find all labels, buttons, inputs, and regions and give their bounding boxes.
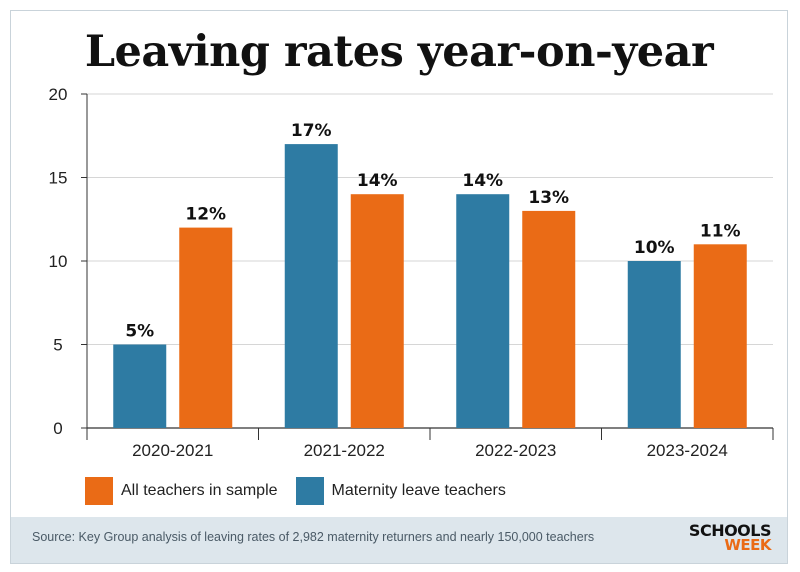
bar-chart: 0 5 10 15 20 5% 12% 2020-2021 17% 14% 2021-2022 14%… (49, 85, 774, 460)
y-tick-label-1: 5 (53, 336, 62, 355)
bar-all-teachers-2023-2024 (693, 244, 747, 428)
x-tick-label-2022-2023: 2022-2023 (475, 441, 556, 460)
footer-bar: Source: Key Group analysis of leaving ra… (11, 517, 787, 563)
x-tick-label-2021-2022: 2021-2022 (304, 441, 385, 460)
bar-maternity-2021-2022 (284, 144, 338, 428)
data-label-all-teachers-2021-2022: 14% (357, 171, 398, 191)
data-label-maternity-2021-2022: 17% (291, 121, 332, 141)
data-label-all-teachers-2023-2024: 11% (700, 221, 741, 241)
bar-maternity-2020-2021 (113, 344, 167, 428)
y-tick-label-3: 15 (49, 169, 68, 188)
legend-item-all-teachers: All teachers in sample (85, 477, 278, 505)
logo-line-week: WEEK (724, 536, 771, 554)
y-tick-label-0: 0 (53, 419, 62, 438)
bar-all-teachers-2022-2023 (522, 210, 576, 428)
chart-title: Leaving rates year-on-year (84, 27, 714, 77)
data-label-all-teachers-2022-2023: 13% (528, 188, 569, 208)
x-tick-label-2020-2021: 2020-2021 (132, 441, 213, 460)
data-label-maternity-2020-2021: 5% (125, 322, 154, 342)
data-label-maternity-2023-2024: 10% (634, 238, 675, 258)
legend-item-maternity: Maternity leave teachers (295, 477, 506, 505)
bar-all-teachers-2021-2022 (350, 194, 404, 428)
data-label-all-teachers-2020-2021: 12% (185, 205, 226, 225)
bar-all-teachers-2020-2021 (179, 227, 233, 428)
y-tick-label-2: 10 (49, 252, 68, 271)
bar-maternity-2023-2024 (627, 261, 681, 428)
y-tick-label-4: 20 (49, 85, 68, 104)
legend-swatch-all-teachers (85, 477, 113, 505)
source-note: Source: Key Group analysis of leaving ra… (32, 530, 595, 544)
schools-week-logo: SCHOOLS WEEK (688, 521, 772, 554)
x-tick-label-2023-2024: 2023-2024 (647, 441, 728, 460)
legend: All teachers in sample Maternity leave t… (85, 477, 516, 505)
chart-frame: Leaving rates year-on-year 0 5 10 15 20 5% 12%… (10, 10, 788, 564)
legend-swatch-maternity (295, 477, 324, 505)
bar-maternity-2022-2023 (456, 194, 510, 428)
legend-label-maternity: Maternity leave teachers (331, 482, 506, 499)
logo-line-schools: SCHOOLS (688, 521, 772, 540)
legend-label-all-teachers: All teachers in sample (121, 482, 278, 499)
data-label-maternity-2022-2023: 14% (462, 171, 503, 191)
